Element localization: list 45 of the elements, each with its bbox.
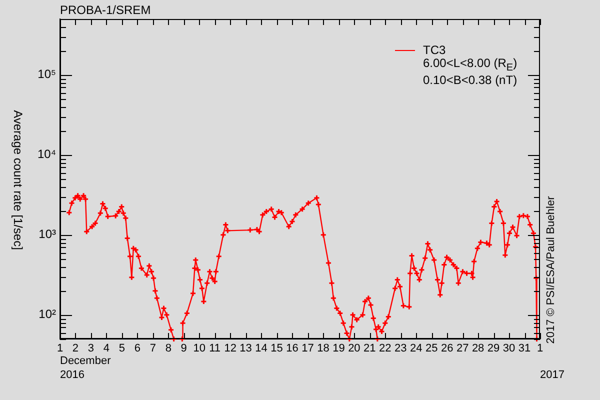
x-tick-label: 4: [103, 342, 110, 355]
x-tick-label: 14: [255, 342, 268, 355]
x-axis-title: December: [60, 355, 111, 367]
x-tick-label: 18: [317, 342, 330, 355]
x-tick-label: 26: [440, 342, 454, 355]
x-tick-label: 22: [379, 342, 392, 355]
x-tick-label: 8: [165, 342, 172, 355]
y-tick-label: 10⁵: [38, 67, 56, 82]
text: 2017 © PSI/ESA/Paul Buehler: [545, 196, 557, 344]
x-tick-label: 16: [286, 342, 298, 355]
x-tick-label: 24: [410, 342, 422, 355]
legend-label: TC3: [422, 43, 447, 57]
x-tick-label: 15: [270, 342, 283, 355]
x-tick-label: 20: [348, 342, 360, 355]
y-tick-label: 10³: [38, 227, 56, 242]
y-tick-label: 10⁴: [37, 147, 56, 162]
x-tick-label: 1: [56, 342, 64, 355]
y-tick-label: 10²: [38, 307, 56, 322]
x-tick-label: 6: [134, 342, 140, 355]
text: 2016: [60, 369, 84, 381]
x-tick-label: 7: [150, 342, 156, 355]
x-tick-label: 12: [224, 342, 236, 355]
x-tick-label: 29: [487, 342, 500, 355]
x-tick-label: 3: [88, 342, 94, 355]
x-tick-label: 31: [518, 342, 531, 355]
x-tick-label: 19: [332, 342, 345, 355]
x-tick-label: 17: [302, 342, 314, 355]
x-tick-label: 9: [180, 342, 187, 355]
annotation: 0.10<B<0.38 (nT): [422, 73, 518, 88]
x-tick-label: 25: [425, 342, 438, 355]
x-tick-label: 2: [72, 342, 79, 355]
x-tick-label: 28: [472, 342, 484, 355]
x-tick-label: 27: [456, 342, 469, 355]
x-tick-label: 21: [364, 342, 376, 355]
x-tick-label: 10: [193, 342, 206, 355]
text: 2017: [540, 369, 564, 381]
x-tick-label: 11: [209, 342, 221, 355]
x-tick-label: 1: [536, 342, 544, 355]
chart-title: PROBA-1/SREM: [60, 3, 151, 17]
x-tick-label: 23: [394, 342, 407, 355]
y-axis-title: Average count rate [1/sec]: [11, 110, 25, 250]
x-tick-label: 13: [240, 342, 252, 355]
annotation: 6.00<L<8.00 (R$_{E}$): [422, 56, 518, 74]
x-tick-label: 5: [118, 342, 125, 355]
x-tick-label: 30: [502, 342, 516, 355]
